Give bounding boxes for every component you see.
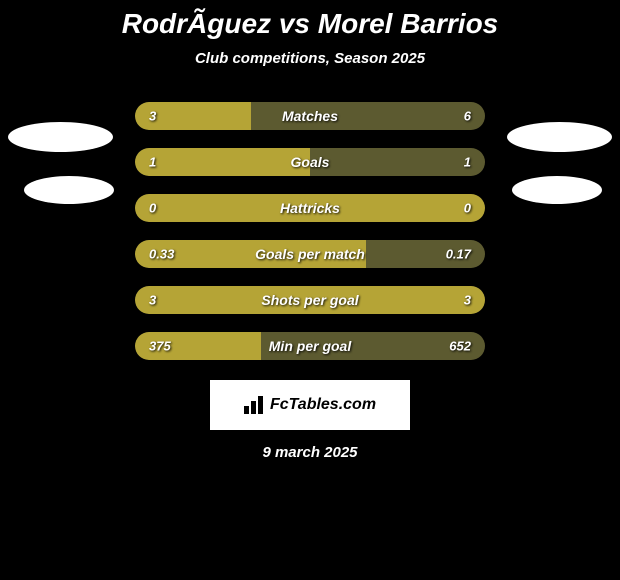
stat-row: 375 Min per goal 652	[135, 332, 485, 360]
stat-right-value: 6	[464, 109, 471, 124]
stat-fill	[135, 148, 310, 176]
stat-left-value: 3	[149, 293, 156, 308]
page-subtitle: Club competitions, Season 2025	[0, 50, 620, 67]
stat-left-value: 0.33	[149, 247, 174, 262]
stat-right-value: 3	[464, 293, 471, 308]
stat-label: Goals	[291, 154, 330, 170]
stat-label: Min per goal	[269, 338, 351, 354]
stat-row: 1 Goals 1	[135, 148, 485, 176]
stat-left-value: 1	[149, 155, 156, 170]
player-right-emblem-shadow	[512, 176, 602, 204]
bar-chart-icon	[244, 396, 266, 414]
stat-right-value: 1	[464, 155, 471, 170]
footer-date: 9 march 2025	[0, 444, 620, 461]
stat-right-value: 0.17	[446, 247, 471, 262]
brand-text: FcTables.com	[244, 396, 376, 414]
stat-row: 3 Shots per goal 3	[135, 286, 485, 314]
stat-right-value: 652	[449, 339, 471, 354]
page-title: RodrÃ­guez vs Morel Barrios	[0, 8, 620, 40]
stat-label: Goals per match	[255, 246, 365, 262]
player-left-emblem-shadow	[24, 176, 114, 204]
stat-label: Shots per goal	[261, 292, 358, 308]
stat-left-value: 0	[149, 201, 156, 216]
player-right-avatar-shadow	[507, 122, 612, 152]
stat-label: Hattricks	[280, 200, 340, 216]
player-left-avatar-shadow	[8, 122, 113, 152]
brand-label: FcTables.com	[270, 396, 376, 414]
stat-row: 0 Hattricks 0	[135, 194, 485, 222]
stat-left-value: 375	[149, 339, 171, 354]
stat-row: 3 Matches 6	[135, 102, 485, 130]
stat-label: Matches	[282, 108, 338, 124]
comparison-container: RodrÃ­guez vs Morel Barrios Club competi…	[0, 0, 620, 461]
stat-right-value: 0	[464, 201, 471, 216]
stat-left-value: 3	[149, 109, 156, 124]
brand-badge[interactable]: FcTables.com	[210, 380, 410, 430]
stat-row: 0.33 Goals per match 0.17	[135, 240, 485, 268]
